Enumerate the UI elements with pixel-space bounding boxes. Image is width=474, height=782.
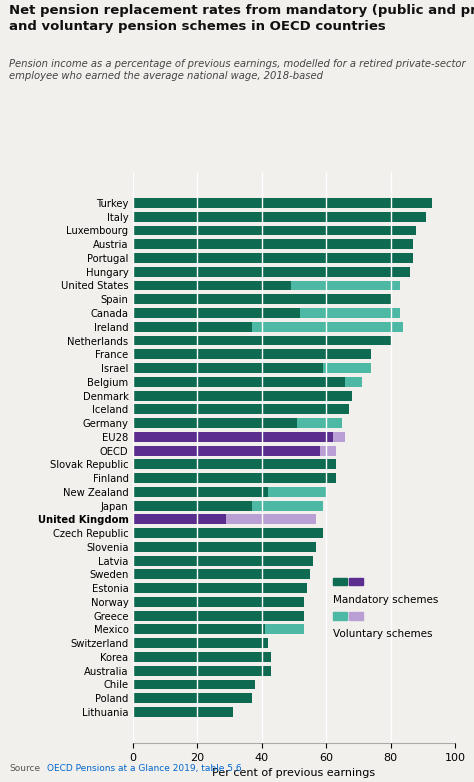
Bar [252, 500, 323, 511]
Bar [133, 253, 413, 263]
Bar [133, 542, 317, 552]
X-axis label: Per cent of previous earnings: Per cent of previous earnings [212, 768, 375, 778]
Bar [133, 665, 271, 676]
Bar [133, 597, 303, 607]
Bar [133, 198, 432, 208]
Bar [133, 500, 252, 511]
Bar [133, 281, 291, 290]
Bar [133, 694, 252, 703]
Text: Net pension replacement rates from mandatory (public and private)
and voluntary : Net pension replacement rates from manda… [9, 4, 474, 33]
Bar [133, 515, 226, 525]
Text: Pension income as a percentage of previous earnings, modelled for a retired priv: Pension income as a percentage of previo… [9, 59, 466, 81]
Bar [133, 308, 301, 318]
Bar [133, 239, 413, 249]
Bar [291, 281, 400, 290]
Bar [349, 578, 363, 586]
Bar [133, 459, 336, 469]
Bar [133, 404, 349, 414]
Bar [133, 350, 371, 359]
Bar [333, 432, 346, 442]
Bar [133, 267, 410, 277]
Bar [319, 446, 336, 456]
Bar [333, 578, 347, 586]
Bar [133, 335, 391, 346]
Bar [133, 556, 313, 565]
Bar [133, 625, 265, 634]
Bar [133, 294, 391, 304]
Bar [133, 446, 319, 456]
Bar [133, 487, 268, 497]
Text: OECD Pensions at a Glance 2019, table 5.6: OECD Pensions at a Glance 2019, table 5.… [47, 763, 242, 773]
Bar [133, 569, 310, 579]
Bar [133, 377, 346, 387]
Bar [133, 390, 352, 400]
Bar [133, 707, 233, 717]
Bar [133, 418, 297, 428]
Bar [133, 528, 323, 538]
Text: Source: Source [9, 763, 41, 773]
Bar [349, 612, 363, 620]
Bar [133, 432, 333, 442]
Bar [301, 308, 400, 318]
Text: Voluntary schemes: Voluntary schemes [333, 630, 432, 640]
Bar [133, 322, 252, 332]
Bar [133, 638, 268, 648]
Bar [133, 363, 323, 373]
Bar [268, 487, 326, 497]
Bar [265, 625, 303, 634]
Bar [133, 473, 336, 483]
Bar [133, 583, 307, 593]
Bar [133, 680, 255, 690]
Bar [133, 225, 416, 235]
Bar [323, 363, 371, 373]
Bar [133, 611, 303, 621]
Bar [133, 212, 426, 221]
Bar [333, 612, 347, 620]
Bar [252, 322, 403, 332]
Bar [133, 652, 271, 662]
Bar [297, 418, 342, 428]
Text: Mandatory schemes: Mandatory schemes [333, 595, 438, 605]
Bar [226, 515, 317, 525]
Bar [346, 377, 362, 387]
